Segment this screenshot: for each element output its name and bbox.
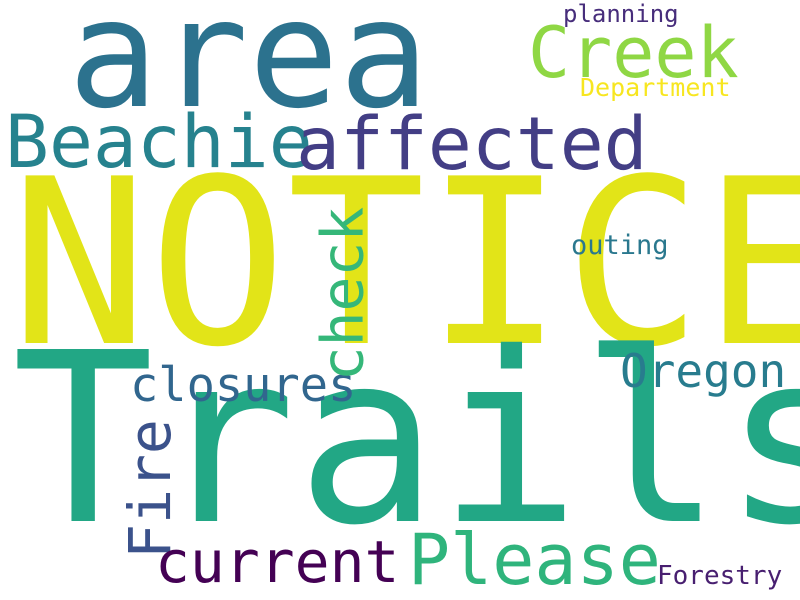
word-affected: affected xyxy=(296,102,648,187)
word-outing: outing xyxy=(571,230,669,261)
word-department: Department xyxy=(580,73,731,102)
word-planning: planning xyxy=(563,0,679,28)
word-area: area xyxy=(68,0,430,142)
word-check: check xyxy=(308,206,377,382)
word-notice: NOTICE xyxy=(10,131,800,398)
word-trails: Trails xyxy=(12,302,800,577)
word-forestry: Forestry xyxy=(657,561,783,591)
word-beachie: Beachie xyxy=(5,100,313,185)
word-please: Please xyxy=(408,519,661,600)
word-current: current xyxy=(155,528,400,596)
word-creek: Creek xyxy=(528,12,739,94)
word-oregon: Oregon xyxy=(620,344,787,398)
word-closures: closures xyxy=(130,358,357,413)
